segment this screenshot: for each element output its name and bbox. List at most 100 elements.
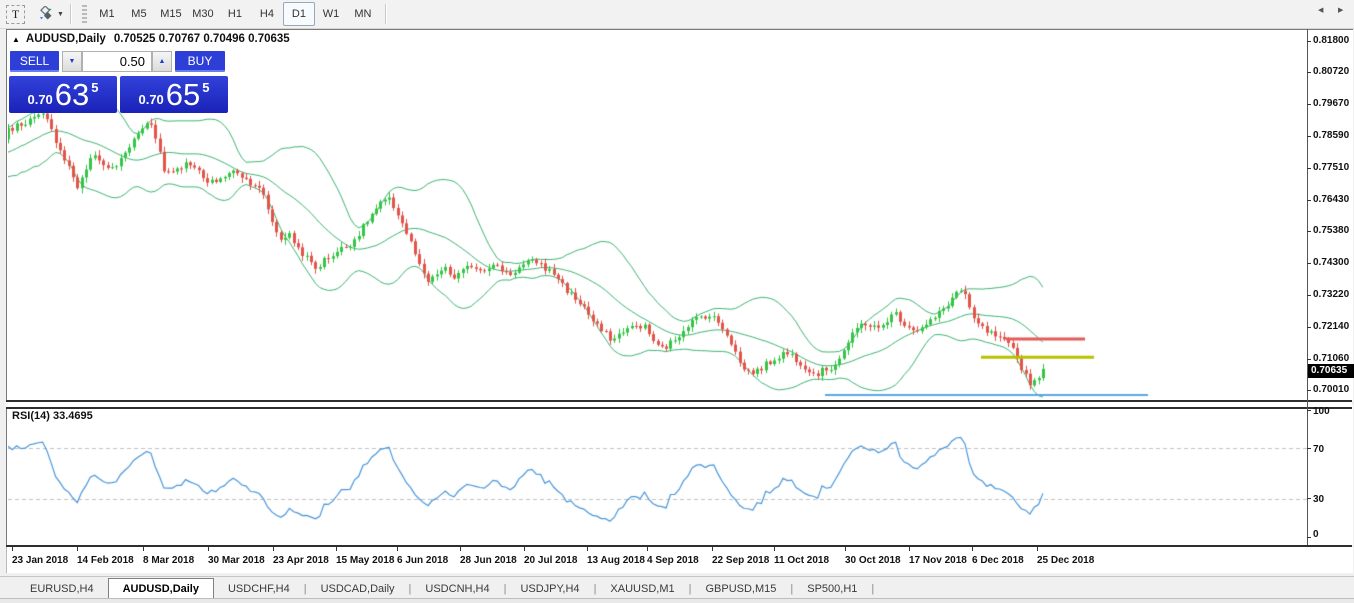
text-tool-button[interactable]: T bbox=[6, 4, 25, 24]
timeframe-button-m5[interactable]: M5 bbox=[131, 8, 147, 20]
chart-tab-usdcad-daily[interactable]: USDCAD,Daily bbox=[320, 583, 395, 595]
date-tick-label: 13 Aug 2018 bbox=[587, 555, 645, 566]
date-tick-label: 28 Jun 2018 bbox=[460, 555, 517, 566]
toolbar-grip[interactable] bbox=[81, 5, 87, 23]
price-tick-label: 0.75380 bbox=[1313, 225, 1350, 236]
tab-scroll-left-icon[interactable]: ◀ bbox=[1318, 7, 1324, 14]
price-tick-mark bbox=[1307, 390, 1311, 391]
date-tick-label: 14 Feb 2018 bbox=[77, 555, 134, 566]
toolbar-separator bbox=[384, 4, 387, 24]
timeframe-button-mn[interactable]: MN bbox=[354, 8, 372, 20]
chart-tab-usdcnh-h4[interactable]: USDCNH,H4 bbox=[425, 583, 490, 595]
price-tick-label: 0.72140 bbox=[1313, 321, 1350, 332]
time-axis-line bbox=[6, 545, 1352, 547]
chart-tab-sp500-h1[interactable]: SP500,H1 bbox=[807, 583, 858, 595]
price-tick-mark bbox=[1307, 359, 1311, 360]
rsi-tick-mark bbox=[1307, 448, 1311, 449]
tab-separator: | bbox=[871, 583, 875, 595]
tab-separator: | bbox=[593, 583, 597, 595]
one-click-top-row: SELL ▼ ▲ BUY bbox=[10, 51, 225, 72]
chart-tab-gbpusd-m15[interactable]: GBPUSD,M15 bbox=[705, 583, 777, 595]
rsi-tick-mark bbox=[1307, 410, 1311, 411]
toolbar: T ▼ M1 M5 M15 M30 H1 H4 D1 W1 MN bbox=[0, 0, 1354, 29]
price-tick-mark bbox=[1307, 104, 1311, 105]
date-tick-mark bbox=[12, 547, 13, 551]
date-tick-label: 23 Jan 2018 bbox=[12, 555, 69, 566]
tab-separator: | bbox=[790, 583, 794, 595]
rsi-tick-label: 70 bbox=[1313, 444, 1325, 455]
tab-separator: | bbox=[688, 583, 692, 595]
date-tick-mark bbox=[1037, 547, 1038, 551]
sell-button[interactable]: SELL bbox=[10, 51, 59, 72]
timeframe-button-d1[interactable]: D1 bbox=[282, 2, 315, 26]
sell-price-big-digits: 63 bbox=[54, 77, 90, 112]
chart-ohlc-values: 0.70525 0.70767 0.70496 0.70635 bbox=[113, 33, 290, 45]
timeframe-group: M1 M5 M15 M30 H1 H4 D1 W1 MN bbox=[91, 2, 379, 26]
date-tick-mark bbox=[647, 547, 648, 551]
timeframe-button-m30[interactable]: M30 bbox=[192, 8, 214, 20]
price-tick-mark bbox=[1307, 168, 1311, 169]
price-axis-divider bbox=[1307, 29, 1308, 545]
spin-down-icon: ▼ bbox=[68, 58, 76, 65]
date-tick-label: 22 Sep 2018 bbox=[712, 555, 770, 566]
timeframe-button-h1[interactable]: H1 bbox=[227, 8, 242, 20]
timeframe-button-w1[interactable]: W1 bbox=[322, 8, 340, 20]
chart-tab-usdjpy-h4[interactable]: USDJPY,H4 bbox=[520, 583, 580, 595]
date-tick-mark bbox=[909, 547, 910, 551]
buy-button[interactable]: BUY bbox=[175, 51, 225, 72]
date-axis-area bbox=[6, 547, 1353, 573]
rsi-chart-canvas[interactable] bbox=[8, 405, 1307, 545]
tab-separator: | bbox=[503, 583, 507, 595]
timeframe-button-h4[interactable]: H4 bbox=[259, 8, 274, 20]
styles-dropdown-caret-icon[interactable]: ▼ bbox=[57, 10, 64, 18]
timeframe-button-m1[interactable]: M1 bbox=[99, 8, 115, 20]
price-tick-label: 0.70010 bbox=[1313, 384, 1350, 395]
date-tick-label: 25 Dec 2018 bbox=[1037, 555, 1095, 566]
date-tick-mark bbox=[336, 547, 337, 551]
tab-separator: | bbox=[303, 583, 307, 595]
date-tick-label: 6 Jun 2018 bbox=[397, 555, 449, 566]
chart-tab-xauusd-m1[interactable]: XAUUSD,M1 bbox=[610, 583, 675, 595]
rsi-tick-label: 0 bbox=[1313, 529, 1319, 540]
volume-decrease-button[interactable]: ▼ bbox=[62, 51, 82, 72]
date-tick-mark bbox=[143, 547, 144, 551]
price-tick-label: 0.71060 bbox=[1313, 353, 1350, 364]
date-tick-label: 8 Mar 2018 bbox=[143, 555, 195, 566]
date-tick-mark bbox=[845, 547, 846, 551]
chart-tab-eurusd-h4[interactable]: EURUSD,H4 bbox=[30, 583, 94, 595]
date-tick-label: 30 Oct 2018 bbox=[845, 555, 901, 566]
rsi-tick-label: 30 bbox=[1313, 494, 1325, 505]
sell-price-box[interactable]: 0.70 63 5 bbox=[9, 76, 117, 113]
date-tick-mark bbox=[208, 547, 209, 551]
rsi-tick-mark bbox=[1307, 498, 1311, 499]
text-tool-icon: T bbox=[11, 6, 20, 21]
date-tick-label: 23 Apr 2018 bbox=[273, 555, 329, 566]
tab-scroll-right-icon[interactable]: ▶ bbox=[1338, 7, 1344, 14]
date-tick-mark bbox=[774, 547, 775, 551]
price-tick-label: 0.80720 bbox=[1313, 66, 1350, 77]
chart-tab-bar: EURUSD,H4 AUDUSD,Daily USDCHF,H4 | USDCAD,Da… bbox=[0, 576, 1354, 599]
chart-tab-usdchf-h4[interactable]: USDCHF,H4 bbox=[227, 583, 290, 595]
sell-price-prefix: 0.70 bbox=[27, 92, 53, 107]
chart-tab-audusd-daily[interactable]: AUDUSD,Daily bbox=[107, 578, 214, 599]
toolbar-separator bbox=[69, 4, 72, 24]
one-click-price-row: 0.70 63 5 0.70 65 5 bbox=[9, 76, 228, 113]
timeframe-button-m15[interactable]: M15 bbox=[160, 8, 182, 20]
pane-separator[interactable] bbox=[6, 400, 1352, 409]
price-tick-label: 0.74300 bbox=[1313, 257, 1350, 268]
styles-tool-button[interactable] bbox=[37, 5, 55, 23]
date-tick-label: 15 May 2018 bbox=[336, 555, 395, 566]
bottom-frame bbox=[0, 598, 1354, 603]
date-tick-label: 20 Jul 2018 bbox=[524, 555, 578, 566]
date-tick-mark bbox=[524, 547, 525, 551]
price-tick-label: 0.79670 bbox=[1313, 98, 1350, 109]
date-tick-label: 4 Sep 2018 bbox=[647, 555, 699, 566]
price-tick-mark bbox=[1307, 72, 1311, 73]
price-tick-mark bbox=[1307, 327, 1311, 328]
volume-input[interactable] bbox=[82, 51, 152, 72]
price-tick-label: 0.81800 bbox=[1313, 35, 1350, 46]
volume-increase-button[interactable]: ▲ bbox=[152, 51, 172, 72]
buy-price-box[interactable]: 0.70 65 5 bbox=[120, 76, 228, 113]
spin-up-icon: ▲ bbox=[158, 58, 166, 65]
price-tick-mark bbox=[1307, 231, 1311, 232]
